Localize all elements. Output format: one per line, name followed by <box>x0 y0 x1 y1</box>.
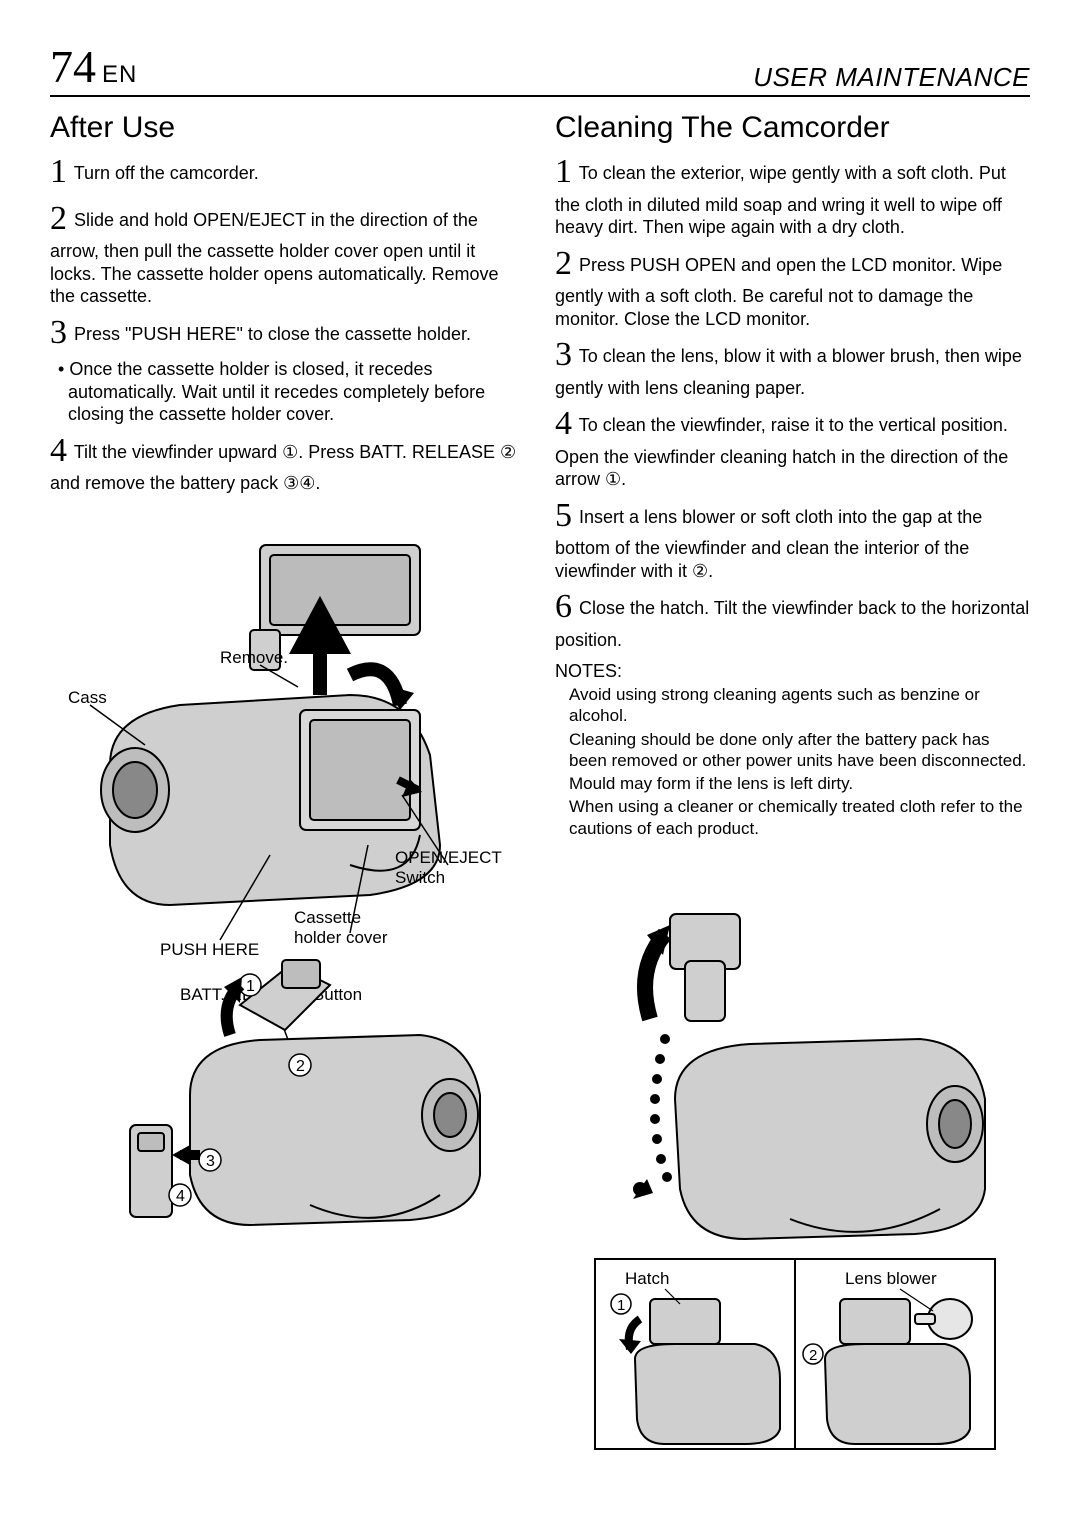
page-number-group: 74 EN <box>50 40 137 93</box>
step-text: Slide and hold OPEN/EJECT in the directi… <box>50 210 499 307</box>
step-text: To clean the viewfinder, raise it to the… <box>555 415 1008 489</box>
step-number: 3 <box>555 336 572 373</box>
step-text: Tilt the viewfinder upward ①. Press BATT… <box>50 442 516 494</box>
note-item: When using a cleaner or chemically treat… <box>569 796 1030 839</box>
label-lens-blower: Lens blower <box>845 1269 937 1288</box>
notes-body: Avoid using strong cleaning agents such … <box>555 684 1030 839</box>
left-bullet-after-3: • Once the cassette holder is closed, it… <box>54 358 525 426</box>
svg-text:Cassette: Cassette <box>294 908 361 927</box>
right-step-6: 6 Close the hatch. Tilt the viewfinder b… <box>555 586 1030 651</box>
step-text: Close the hatch. Tilt the viewfinder bac… <box>555 598 1029 650</box>
header-title: USER MAINTENANCE <box>753 62 1030 93</box>
right-step-3: 3 To clean the lens, blow it with a blow… <box>555 334 1030 399</box>
step-text: To clean the lens, blow it with a blower… <box>555 346 1022 398</box>
left-column: After Use 1 Turn off the camcorder. 2 Sl… <box>50 111 525 1464</box>
step-number: 4 <box>50 432 67 469</box>
step-number: 1 <box>555 153 572 190</box>
note-item: Avoid using strong cleaning agents such … <box>569 684 1030 727</box>
step-text: To clean the exterior, wipe gently with … <box>555 163 1006 237</box>
left-step-4: 4 Tilt the viewfinder upward ①. Press BA… <box>50 430 525 495</box>
step-text: Press PUSH OPEN and open the LCD monitor… <box>555 255 1002 329</box>
page-header: 74 EN USER MAINTENANCE <box>50 40 1030 97</box>
svg-text:holder cover: holder cover <box>294 928 388 947</box>
svg-text:3: 3 <box>206 1153 215 1170</box>
label-remove: Remove. <box>220 648 288 667</box>
two-column-layout: After Use 1 Turn off the camcorder. 2 Sl… <box>50 111 1030 1464</box>
label-push-here: PUSH HERE <box>160 940 259 959</box>
right-column: Cleaning The Camcorder 1 To clean the ex… <box>555 111 1030 1464</box>
step-number: 5 <box>555 497 572 534</box>
after-use-heading: After Use <box>50 111 525 145</box>
step-number: 3 <box>50 314 67 351</box>
right-step-4: 4 To clean the viewfinder, raise it to t… <box>555 403 1030 491</box>
camcorder-diagram-svg: Remove. Cass OPEN/EJECT Switch Cassette … <box>50 535 520 1255</box>
step-number: 2 <box>50 200 67 237</box>
left-step-2: 2 Slide and hold OPEN/EJECT in the direc… <box>50 198 525 308</box>
page-language: EN <box>102 61 137 89</box>
note-item: Mould may form if the lens is left dirty… <box>569 773 1030 794</box>
left-figure: Remove. Cass OPEN/EJECT Switch Cassette … <box>50 535 525 1255</box>
label-hatch: Hatch <box>625 1269 669 1288</box>
bullet-text: Once the cassette holder is closed, it r… <box>68 359 485 424</box>
step-number: 1 <box>50 153 67 190</box>
step-number: 4 <box>555 405 572 442</box>
svg-text:Switch: Switch <box>395 868 445 887</box>
note-item: Cleaning should be done only after the b… <box>569 729 1030 772</box>
svg-text:2: 2 <box>296 1058 305 1075</box>
left-step-1: 1 Turn off the camcorder. <box>50 151 525 194</box>
step-text: Turn off the camcorder. <box>74 163 259 183</box>
viewfinder-cleaning-svg: Hatch 1 Lens blower <box>555 899 1025 1459</box>
left-step-3: 3 Press "PUSH HERE" to close the cassett… <box>50 312 525 355</box>
page-number: 74 <box>50 40 96 93</box>
svg-text:1: 1 <box>246 978 255 995</box>
step-number: 6 <box>555 588 572 625</box>
svg-text:4: 4 <box>176 1188 185 1205</box>
step-number: 2 <box>555 245 572 282</box>
cleaning-heading: Cleaning The Camcorder <box>555 111 1030 145</box>
svg-text:1: 1 <box>617 1297 625 1314</box>
step-text: Press "PUSH HERE" to close the cassette … <box>74 324 471 344</box>
notes-heading: NOTES: <box>555 661 1030 682</box>
label-open-eject-1: OPEN/EJECT <box>395 848 502 867</box>
right-step-1: 1 To clean the exterior, wipe gently wit… <box>555 151 1030 239</box>
right-figure: Hatch 1 Lens blower <box>555 899 1030 1464</box>
right-step-2: 2 Press PUSH OPEN and open the LCD monit… <box>555 243 1030 331</box>
right-step-5: 5 Insert a lens blower or soft cloth int… <box>555 495 1030 583</box>
step-text: Insert a lens blower or soft cloth into … <box>555 507 982 581</box>
svg-text:2: 2 <box>809 1347 817 1364</box>
label-cassette: Cass <box>68 688 107 707</box>
